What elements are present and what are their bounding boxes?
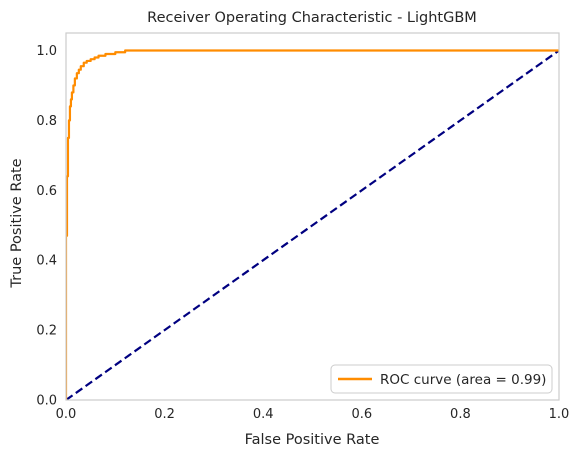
- axis-ticks: 0.0 0.2 0.4 0.6 0.8 1.0 0.0 0.2 0.4 0.6 0.8 1.0: [36, 44, 569, 422]
- legend: ROC curve (area = 0.99): [330, 364, 553, 394]
- x-tick-label: 0.6: [351, 407, 372, 422]
- plot-area: [65, 32, 560, 401]
- plot-background: [66, 33, 559, 400]
- chance-diagonal-line: [66, 49, 559, 400]
- y-tick-label: 0.0: [36, 394, 57, 409]
- legend-box: [330, 364, 553, 394]
- x-tick-label: 0.4: [253, 407, 274, 422]
- y-tick-label: 0.2: [36, 324, 57, 339]
- y-axis-label: True Positive Rate: [9, 158, 25, 288]
- x-tick-label: 0.8: [450, 407, 471, 422]
- x-tick-label: 0.0: [56, 407, 77, 422]
- y-tick-label: 1.0: [36, 44, 57, 59]
- chart-title: Receiver Operating Characteristic - Ligh…: [147, 10, 477, 26]
- plot-frame: [65, 32, 560, 401]
- y-tick-label: 0.8: [36, 114, 57, 129]
- x-tick-label: 0.2: [154, 407, 175, 422]
- x-axis-label: False Positive Rate: [245, 432, 380, 448]
- x-tick-label: 1.0: [549, 407, 570, 422]
- y-tick-label: 0.6: [36, 184, 57, 199]
- legend-label-roc: ROC curve (area = 0.99): [380, 372, 546, 388]
- y-tick-label: 0.4: [36, 254, 57, 269]
- roc-curve-line: [66, 49, 559, 400]
